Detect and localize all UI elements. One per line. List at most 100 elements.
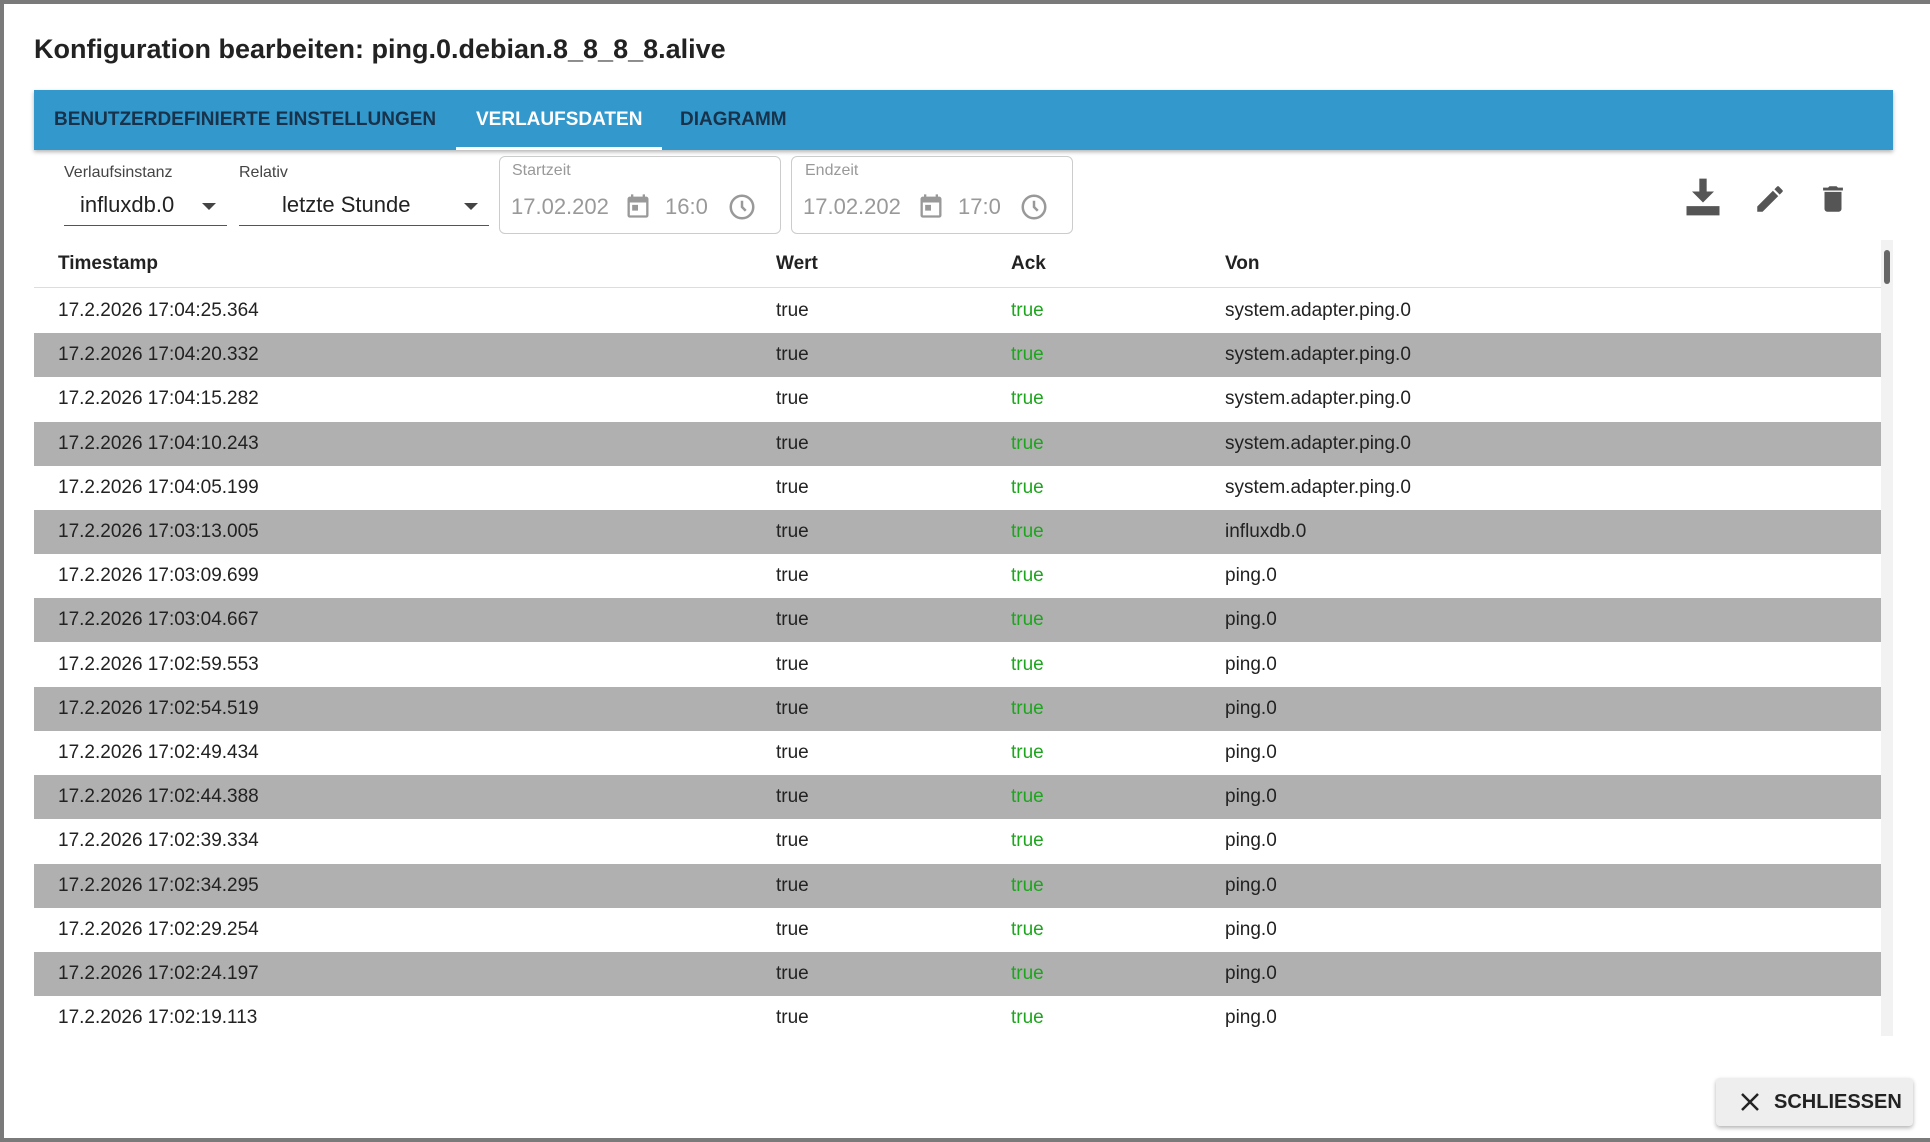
table-row: 17.2.2026 17:02:19.113truetrueping.0 xyxy=(34,996,1881,1036)
cell: 17.2.2026 17:04:25.364 xyxy=(58,289,259,333)
cell: ping.0 xyxy=(1225,864,1277,908)
cell: 17.2.2026 17:02:54.519 xyxy=(58,687,259,731)
cell: true xyxy=(1011,643,1044,687)
cell: 17.2.2026 17:02:19.113 xyxy=(58,996,257,1036)
cell: true xyxy=(776,422,809,466)
tab[interactable]: DIAGRAMM xyxy=(660,90,807,150)
download-button[interactable] xyxy=(1681,175,1725,219)
calendar-icon[interactable] xyxy=(917,192,945,220)
cell: true xyxy=(776,377,809,421)
table-row: 17.2.2026 17:02:24.197truetrueping.0 xyxy=(34,952,1881,996)
cell: ping.0 xyxy=(1225,643,1277,687)
table-header: TimestampWertAckVon xyxy=(34,240,1881,288)
cell: ping.0 xyxy=(1225,554,1277,598)
cell: true xyxy=(776,554,809,598)
cell: 17.2.2026 17:02:59.553 xyxy=(58,643,259,687)
calendar-icon[interactable] xyxy=(624,192,652,220)
cell: true xyxy=(776,510,809,554)
cell: true xyxy=(1011,598,1044,642)
cell: 17.2.2026 17:03:04.667 xyxy=(58,598,259,642)
table-row: 17.2.2026 17:04:05.199 true true system.ada… xyxy=(34,466,1881,510)
cell: true xyxy=(1011,775,1044,819)
cell: true xyxy=(1011,289,1044,333)
cell: true xyxy=(1011,731,1044,775)
field-label: Verlaufsinstanz xyxy=(64,164,173,182)
clock-icon[interactable] xyxy=(1019,192,1049,222)
table-row: 17.2.2026 17:02:54.519 true true ping.0 xyxy=(34,687,1881,731)
column-header: Von xyxy=(1225,240,1259,288)
underline xyxy=(64,225,227,226)
table-row: 17.2.2026 17:02:44.388truetrueping.0 xyxy=(34,775,1881,819)
table-row: 17.2.2026 17:02:39.334truetrueping.0 xyxy=(34,819,1881,863)
cell: true xyxy=(776,952,809,996)
delete-button[interactable] xyxy=(1816,182,1850,216)
table-row: 17.2.2026 17:04:15.282truetruesystem.ada… xyxy=(34,377,1881,421)
cell: true xyxy=(1011,466,1044,510)
cell: true xyxy=(776,687,809,731)
cell: ping.0 xyxy=(1225,819,1277,863)
dialog-title: Konfiguration bearbeiten: ping.0.debian.… xyxy=(34,34,726,65)
table-row: 17.2.2026 17:02:49.434truetrueping.0 xyxy=(34,731,1881,775)
field-label: Startzeit xyxy=(512,162,571,180)
cell: true xyxy=(776,996,809,1036)
close-label: SCHLIESSEN xyxy=(1774,1078,1902,1126)
clock-icon[interactable] xyxy=(727,192,757,222)
edit-button[interactable] xyxy=(1753,182,1787,216)
cell: true xyxy=(776,643,809,687)
date-input[interactable]: 17.02.202 xyxy=(511,194,615,220)
cell: true xyxy=(1011,687,1044,731)
cell: system.adapter.ping.0 xyxy=(1225,289,1411,333)
underline xyxy=(239,225,489,226)
cell: true xyxy=(1011,908,1044,952)
cell: 17.2.2026 17:02:34.295 xyxy=(58,864,259,908)
history-table: TimestampWertAckVon17.2.2026 17:04:25.36… xyxy=(4,240,1930,1036)
select-value[interactable]: influxdb.0 xyxy=(80,192,174,218)
cell: 17.2.2026 17:02:39.334 xyxy=(58,819,259,863)
close-button[interactable]: SCHLIESSEN xyxy=(1716,1078,1913,1126)
cell: system.adapter.ping.0 xyxy=(1225,333,1411,377)
cell: 17.2.2026 17:04:05.199 xyxy=(58,466,259,510)
cell: 17.2.2026 17:04:15.282 xyxy=(58,377,259,421)
cell: system.adapter.ping.0 xyxy=(1225,466,1411,510)
cell: ping.0 xyxy=(1225,908,1277,952)
cell: 17.2.2026 17:04:10.243 xyxy=(58,422,259,466)
time-input[interactable]: 17:0 xyxy=(958,194,1006,220)
tab[interactable]: BENUTZERDEFINIERTE EINSTELLUNGEN xyxy=(34,90,456,150)
date-input[interactable]: 17.02.202 xyxy=(803,194,907,220)
tab-bar: BENUTZERDEFINIERTE EINSTELLUNGEN VERLAUF… xyxy=(34,90,1893,150)
cell: ping.0 xyxy=(1225,598,1277,642)
dropdown-arrow[interactable] xyxy=(464,203,478,210)
dropdown-arrow[interactable] xyxy=(202,203,216,210)
tab-active[interactable]: VERLAUFSDATEN xyxy=(456,90,662,150)
time-input[interactable]: 16:0 xyxy=(665,194,713,220)
cell: true xyxy=(1011,864,1044,908)
cell: true xyxy=(776,289,809,333)
cell: true xyxy=(776,775,809,819)
cell: ping.0 xyxy=(1225,952,1277,996)
scrollbar[interactable] xyxy=(1881,240,1893,1036)
table-row: 17.2.2026 17:02:34.295 true true ping.0 xyxy=(34,864,1881,908)
cell: true xyxy=(776,333,809,377)
column-header: Timestamp xyxy=(58,240,158,288)
table-row: 17.2.2026 17:03:04.667 true true ping.0 xyxy=(34,598,1881,642)
table-row: 17.2.2026 17:03:13.005truetrueinfluxdb.0 xyxy=(34,510,1881,554)
cell: true xyxy=(776,466,809,510)
cell: true xyxy=(776,864,809,908)
cell: true xyxy=(776,908,809,952)
table-row: 17.2.2026 17:04:10.243 true true system.ada… xyxy=(34,422,1881,466)
dialog: Konfiguration bearbeiten: ping.0.debian.… xyxy=(4,4,1930,1138)
table-row: 17.2.2026 17:04:20.332truetruesystem.ada… xyxy=(34,333,1881,377)
cell: system.adapter.ping.0 xyxy=(1225,422,1411,466)
cell: true xyxy=(1011,554,1044,598)
table-row: 17.2.2026 17:02:59.553 true true ping.0 xyxy=(34,643,1881,687)
cell: true xyxy=(1011,422,1044,466)
cell: 17.2.2026 17:04:20.332 xyxy=(58,333,259,377)
field-label: Endzeit xyxy=(805,162,858,180)
select-value[interactable]: letzte Stunde xyxy=(282,192,410,218)
cell: ping.0 xyxy=(1225,731,1277,775)
cell: influxdb.0 xyxy=(1225,510,1306,554)
cell: ping.0 xyxy=(1225,687,1277,731)
cell: true xyxy=(1011,819,1044,863)
cell: true xyxy=(776,598,809,642)
